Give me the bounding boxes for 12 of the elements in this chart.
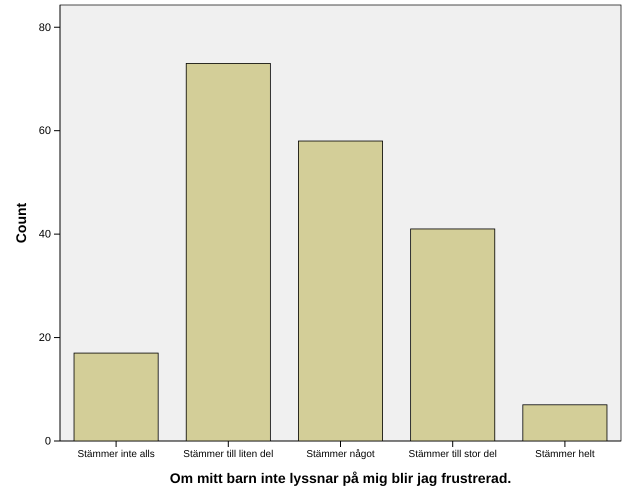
x-axis-title: Om mitt barn inte lyssnar på mig blir jag frustrerad. [170, 470, 512, 486]
x-tick-label: Stämmer till liten del [183, 449, 274, 460]
y-tick-label: 80 [38, 22, 51, 34]
y-tick-label: 60 [38, 125, 51, 138]
x-tick-label: Stämmer till stor del [408, 449, 497, 460]
y-tick-label: 20 [38, 332, 51, 344]
y-tick-label: 40 [38, 228, 51, 241]
y-axis-title: Count [13, 202, 29, 244]
x-tick-label: Stämmer helt [535, 449, 595, 460]
y-tick-label: 0 [44, 436, 51, 448]
x-tick-label: Stämmer något [306, 448, 375, 460]
x-tick-label: Stämmer inte alls [77, 449, 155, 460]
